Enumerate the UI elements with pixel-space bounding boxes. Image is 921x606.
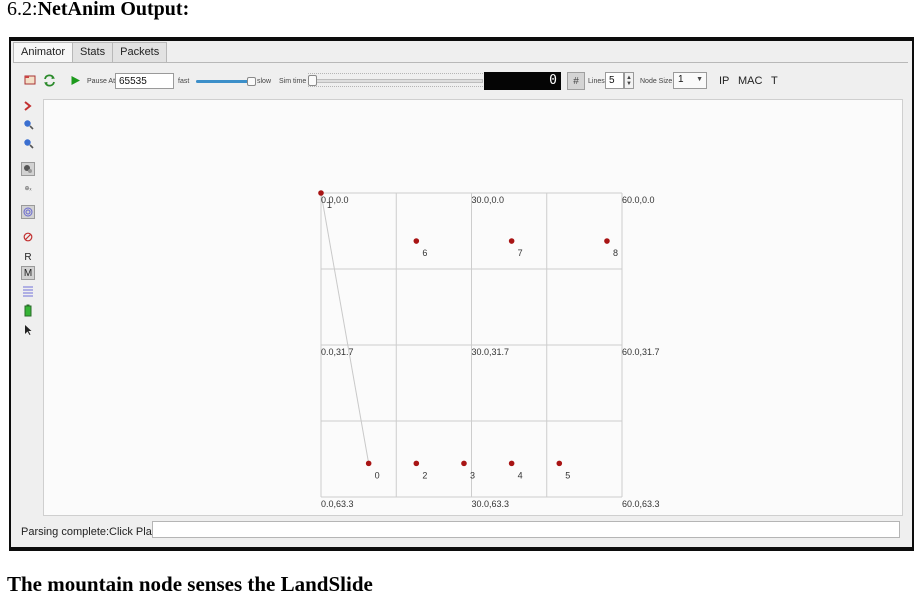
speed-slow-label: slow: [257, 78, 272, 85]
lines-label: Lines: [588, 78, 605, 85]
node-4: [508, 460, 515, 467]
netanim-content: Animator Stats Packets Pause At fast: [11, 41, 912, 547]
m-toggle[interactable]: M: [21, 266, 35, 280]
node-label: 3: [470, 470, 475, 480]
sim-time-display: 0: [484, 72, 561, 90]
node-size-value: 1: [678, 74, 684, 85]
sim-time-slider[interactable]: [308, 73, 483, 89]
section-heading: 6.2:NetAnim Output:: [7, 0, 189, 21]
open-file-icon[interactable]: [23, 73, 37, 87]
lines-spinbox[interactable]: [605, 72, 624, 89]
position-icon[interactable]: ⊕ₓ: [24, 185, 32, 192]
t-toggle[interactable]: T: [771, 75, 778, 87]
left-toolbar: ⊕ₓ R M: [11, 97, 43, 517]
grid-coordinate-label: 30.0,63.3: [472, 499, 510, 509]
reload-icon[interactable]: [42, 73, 56, 87]
dropdown-arrow-icon: ▼: [696, 76, 703, 83]
ip-toggle[interactable]: IP: [719, 75, 730, 87]
grid-toggle-button[interactable]: #: [567, 72, 585, 90]
fast-forward-icon[interactable]: [21, 99, 35, 113]
node-label: 4: [518, 470, 523, 480]
figure-caption: The mountain node senses the LandSlide: [7, 572, 373, 596]
node-size-label: Node Size: [640, 78, 673, 85]
node-icon[interactable]: [21, 162, 35, 176]
sim-time-display-value: 0: [549, 73, 557, 88]
mac-toggle[interactable]: MAC: [738, 75, 763, 87]
tab-bar: Animator Stats Packets: [13, 42, 168, 63]
status-message: Parsing complete:Click Play: [21, 526, 158, 538]
status-bar: Parsing complete:Click Play: [11, 517, 912, 545]
sim-time-label: Sim time: [279, 78, 307, 85]
zoom-in-icon[interactable]: [21, 117, 35, 131]
node-0: [365, 460, 372, 467]
node-7: [508, 238, 515, 244]
no-entry-icon[interactable]: [21, 230, 35, 244]
play-icon[interactable]: [68, 73, 82, 87]
r-toggle[interactable]: R: [24, 251, 32, 263]
network-topology: 0.0,0.0 30.0,0.0 60.0,0.0 0.0,31.7 30.0,31.7…: [318, 190, 660, 509]
grid-coordinate-label: 60.0,0.0: [622, 195, 655, 205]
section-number: 6.2:: [7, 0, 38, 20]
pause-at-input[interactable]: [115, 73, 174, 89]
lines-spin-arrows-icon[interactable]: ▲ ▼: [624, 72, 634, 89]
grid-coordinate-label: 30.0,31.7: [472, 347, 510, 357]
grid-icon: #: [573, 75, 579, 87]
node-label: 5: [565, 470, 570, 480]
tab-stats[interactable]: Stats: [72, 42, 114, 62]
zoom-out-icon[interactable]: [21, 136, 35, 150]
sim-time-slider-handle[interactable]: [308, 75, 317, 86]
node-1: [318, 190, 324, 196]
node-2: [413, 460, 420, 467]
battery-icon[interactable]: [21, 303, 35, 317]
pause-at-label: Pause At: [87, 78, 116, 85]
node-label: 8: [613, 248, 618, 258]
pointer-icon[interactable]: [21, 321, 35, 335]
animation-canvas[interactable]: 0.0,0.0 30.0,0.0 60.0,0.0 0.0,31.7 30.0,31.7…: [43, 99, 903, 516]
node-label: 6: [422, 248, 427, 258]
grid-coordinate-label: 30.0,0.0: [472, 195, 505, 205]
fingerprint-icon[interactable]: [21, 205, 35, 219]
grid-coordinate-label: 0.0,31.7: [321, 347, 354, 357]
speed-slider-handle[interactable]: [246, 77, 256, 86]
netanim-window: Animator Stats Packets Pause At fast: [9, 37, 914, 551]
queue-icon[interactable]: [21, 284, 35, 298]
grid-coordinate-label: 60.0,31.7: [622, 347, 660, 357]
tab-packets[interactable]: Packets: [112, 42, 168, 62]
node-label: 1: [327, 200, 332, 210]
grid-coordinate-label: 60.0,63.3: [622, 499, 660, 509]
tab-animator[interactable]: Animator: [13, 42, 74, 63]
node-label: 2: [422, 470, 427, 480]
node-link: [320, 192, 370, 464]
grid-coordinate-label: 0.0,63.3: [321, 499, 354, 509]
section-title: NetAnim Output:: [37, 0, 190, 20]
speed-slider[interactable]: [196, 77, 256, 87]
tab-pane-border: [13, 62, 908, 63]
speed-fast-label: fast: [178, 78, 190, 85]
speed-slider-fill: [196, 80, 252, 83]
grid-coordinate-label: 0.0,0.0: [321, 195, 349, 205]
node-8: [604, 238, 610, 244]
node-6: [413, 238, 420, 244]
node-3: [461, 460, 467, 467]
top-toolbar: Pause At fast slow Sim time 0 # Lines: [11, 63, 912, 97]
node-label: 7: [518, 248, 523, 258]
status-input[interactable]: [152, 521, 900, 538]
node-label: 0: [375, 470, 380, 480]
node-5: [556, 460, 563, 467]
node-size-select[interactable]: 1 ▼: [673, 72, 707, 89]
